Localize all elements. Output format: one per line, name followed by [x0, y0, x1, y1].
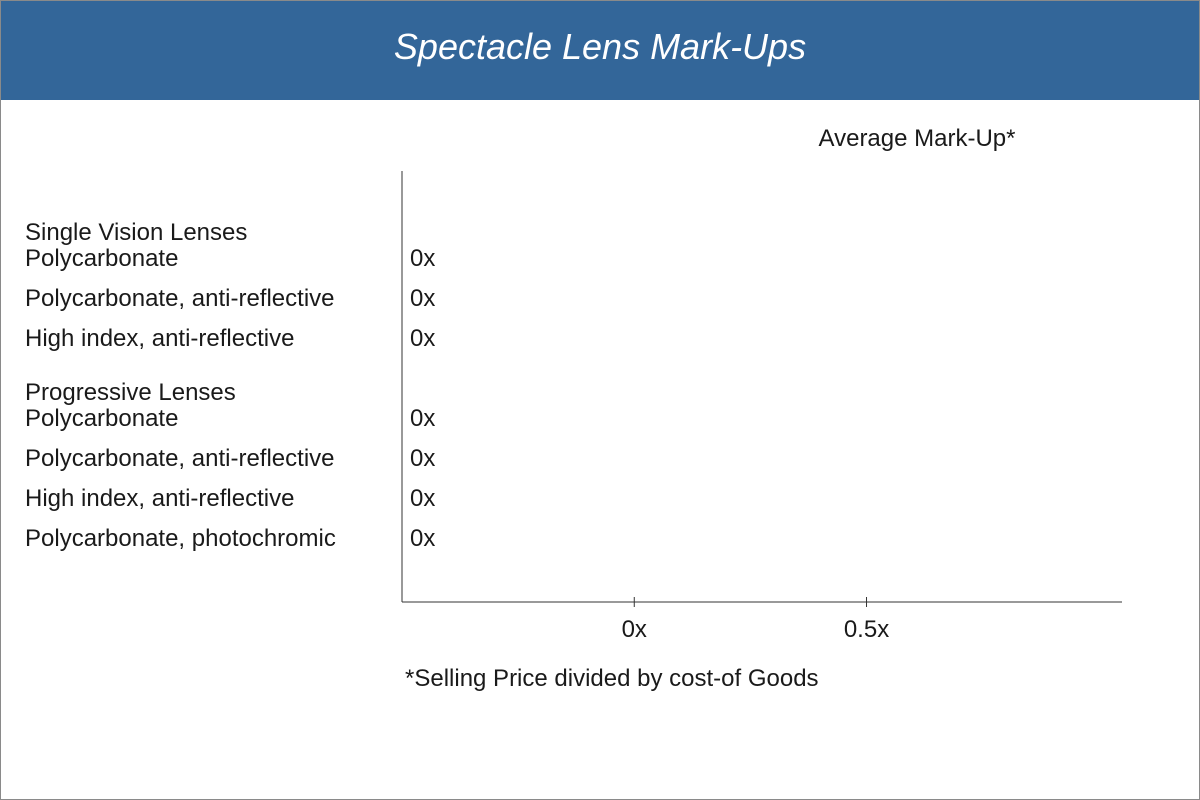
chart-title: Spectacle Lens Mark-Ups: [393, 25, 807, 67]
value-label: 0x: [410, 525, 435, 552]
value-labels: 0x 0x 0x 0x 0x 0x 0x: [410, 245, 435, 552]
category-label: Polycarbonate, anti-reflective: [25, 445, 335, 472]
group-heading: Progressive Lenses: [25, 379, 236, 406]
category-label: High index, anti-reflective: [25, 325, 294, 352]
category-label: Polycarbonate, anti-reflective: [25, 285, 335, 312]
category-label: Polycarbonate: [25, 245, 178, 272]
footnote: *Selling Price divided by cost-of Goods: [405, 665, 819, 692]
category-label: Polycarbonate, photochromic: [25, 525, 336, 552]
category-label: Polycarbonate: [25, 405, 178, 432]
category-label: High index, anti-reflective: [25, 485, 294, 512]
value-label: 0x: [410, 285, 435, 312]
series-title: Average Mark-Up*: [819, 125, 1016, 152]
value-label: 0x: [410, 325, 435, 352]
value-label: 0x: [410, 405, 435, 432]
value-label: 0x: [410, 245, 435, 272]
group-heading: Single Vision Lenses: [25, 219, 247, 246]
value-label: 0x: [410, 485, 435, 512]
title-bar: Spectacle Lens Mark-Ups: [1, 1, 1199, 100]
x-axis-ticks: 0x 0.5x: [622, 597, 889, 643]
x-tick-label: 0.5x: [844, 616, 889, 643]
category-labels: Single Vision LensesPolycarbonatePolycar…: [25, 219, 336, 552]
x-tick-label: 0x: [622, 616, 647, 643]
value-label: 0x: [410, 445, 435, 472]
